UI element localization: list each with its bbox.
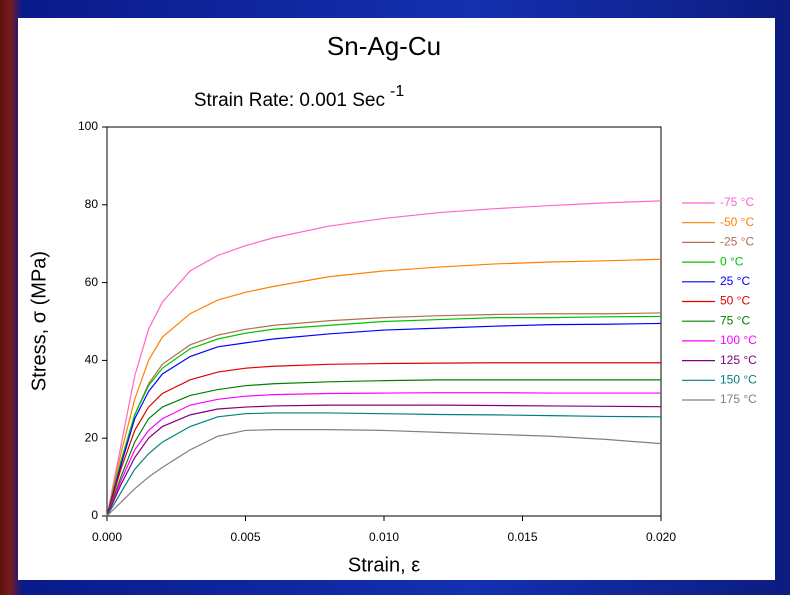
legend-label: -50 °C <box>720 215 754 229</box>
data-line <box>106 412 662 517</box>
data-line <box>106 315 662 517</box>
legend-label: 50 °C <box>720 294 750 308</box>
slide-panel <box>18 18 775 580</box>
y-axis-label: Stress, σ (MPa) <box>28 251 50 391</box>
data-line <box>106 404 662 517</box>
data-line <box>106 429 662 517</box>
legend-label: 0 °C <box>720 254 744 268</box>
chart-subtitle: Strain Rate: 0.001 Sec <box>194 90 385 111</box>
x-tick-label: 0.020 <box>646 530 676 544</box>
y-tick-label: 80 <box>85 197 99 211</box>
chart-subtitle-superscript: -1 <box>390 83 404 100</box>
y-tick-label: 20 <box>85 430 99 444</box>
legend-label: 25 °C <box>720 274 750 288</box>
x-axis-label: Strain, ε <box>348 554 420 576</box>
legend-label: 100 °C <box>720 333 757 347</box>
x-tick-label: 0.000 <box>92 530 122 544</box>
x-tick-label: 0.015 <box>507 530 537 544</box>
data-line <box>106 392 661 517</box>
x-tick-label: 0.010 <box>369 530 399 544</box>
legend-label: 175 °C <box>720 392 757 406</box>
data-line <box>106 258 662 517</box>
legend-label: -25 °C <box>720 235 754 249</box>
data-line <box>106 362 661 517</box>
y-tick-label: 100 <box>78 119 98 133</box>
legend-label: 75 °C <box>720 313 750 327</box>
legend-label: 150 °C <box>720 372 757 386</box>
chart-title: Sn-Ag-Cu <box>327 31 441 61</box>
y-tick-label: 60 <box>85 275 99 289</box>
legend-label: -75 °C <box>720 195 754 209</box>
data-line <box>106 200 662 517</box>
y-tick-label: 0 <box>91 508 98 522</box>
x-tick-label: 0.005 <box>230 530 260 544</box>
data-line <box>106 322 662 517</box>
legend-label: 125 °C <box>720 353 757 367</box>
y-tick-label: 40 <box>85 353 99 367</box>
data-line <box>106 379 661 517</box>
